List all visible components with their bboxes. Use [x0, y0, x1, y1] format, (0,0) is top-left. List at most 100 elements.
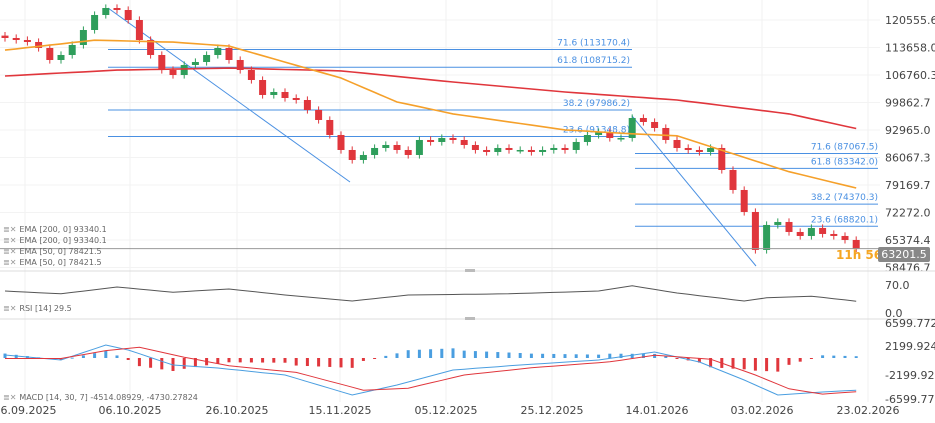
pane-resize-handle[interactable] — [465, 269, 475, 272]
candle-body — [639, 117, 647, 122]
price-tick: 120555.6 — [885, 14, 935, 27]
legend-ema50[interactable]: ≣✕ EMA [50, 0] 78421.5 — [3, 247, 102, 256]
date-tick: 03.02.2026 — [731, 404, 794, 417]
macd-histogram-bar — [641, 353, 645, 358]
menu-icon[interactable]: ≣✕ — [3, 236, 17, 245]
candle-body — [595, 131, 603, 135]
candle-body — [35, 41, 43, 48]
candle-body — [102, 8, 110, 15]
date-tick: 15.11.2025 — [309, 404, 372, 417]
macd-histogram-bar — [854, 356, 858, 358]
candle-body — [561, 147, 569, 150]
candle-body — [270, 91, 278, 95]
macd-histogram-bar — [429, 349, 433, 358]
candle-body — [371, 147, 379, 155]
macd-histogram-bar — [787, 358, 791, 365]
price-tick: 92965.0 — [885, 124, 931, 137]
candle-body — [662, 127, 670, 140]
macd-histogram-bar — [272, 358, 276, 363]
pane-resize-handle[interactable] — [465, 317, 475, 320]
candle-body — [247, 69, 255, 80]
candle-body — [796, 231, 804, 236]
macd-histogram-bar — [597, 354, 601, 358]
candle-body — [572, 141, 580, 150]
macd-histogram-bar — [317, 358, 321, 367]
macd-histogram-bar — [440, 348, 444, 358]
current-price-tag: 63201.5 — [878, 247, 930, 262]
candle-body — [628, 117, 636, 138]
date-tick: 16.09.2025 — [0, 404, 56, 417]
candle-body — [404, 149, 412, 155]
macd-histogram-bar — [518, 352, 522, 358]
candle-body — [819, 227, 827, 234]
macd-histogram-bar — [585, 354, 589, 358]
candle-body — [46, 47, 54, 60]
fib-level-label: 38.2 (97986.2) — [563, 99, 630, 109]
candle-body — [147, 39, 155, 55]
candle-body — [225, 47, 233, 60]
menu-icon[interactable]: ≣✕ — [3, 258, 17, 267]
candle-body — [169, 69, 177, 75]
macd-histogram-bar — [93, 353, 97, 358]
fib-level-label: 61.8 (108715.2) — [557, 56, 630, 66]
macd-histogram-bar — [496, 352, 500, 358]
candle-body — [729, 169, 737, 190]
candle-body — [68, 44, 76, 55]
macd-histogram-bar — [193, 358, 197, 368]
macd-line — [4, 344, 857, 396]
price-tick: 58476.7 — [885, 262, 931, 275]
macd-histogram-bar — [395, 353, 399, 358]
legend-rsi[interactable]: ≣✕ RSI [14] 29.5 — [3, 304, 72, 313]
candle-body — [203, 54, 211, 62]
macd-histogram-bar — [182, 358, 186, 369]
menu-icon[interactable]: ≣✕ — [3, 304, 17, 313]
candle-body — [259, 79, 267, 95]
macd-tick: 6599.772 — [885, 317, 935, 330]
candle-body — [651, 121, 659, 128]
candle-body — [1, 35, 9, 38]
macd-histogram-bar — [765, 358, 769, 372]
candle-body — [113, 8, 121, 10]
trend-line — [631, 115, 757, 267]
macd-histogram-bar — [81, 355, 85, 358]
candle-body — [617, 137, 625, 140]
macd-histogram-bar — [664, 356, 668, 358]
legend-ema200-2[interactable]: ≣✕ EMA [200, 0] 93340.1 — [3, 236, 107, 245]
macd-histogram-bar — [283, 358, 287, 363]
legend-ema200[interactable]: ≣✕ EMA [200, 0] 93340.1 — [3, 225, 107, 234]
macd-histogram-bar — [608, 353, 612, 358]
candle-body — [841, 235, 849, 240]
trend-line — [107, 7, 351, 183]
candle-body — [382, 144, 390, 148]
price-tick: 72272.0 — [885, 207, 931, 220]
date-tick: 23.02.2026 — [837, 404, 900, 417]
candle-body — [91, 14, 99, 30]
menu-icon[interactable]: ≣✕ — [3, 393, 17, 402]
macd-histogram-bar — [731, 358, 735, 369]
price-tick: 113658.0 — [885, 42, 935, 55]
macd-histogram-bar — [462, 350, 466, 358]
candle-body — [483, 149, 491, 152]
menu-icon[interactable]: ≣✕ — [3, 247, 17, 256]
macd-histogram-bar — [630, 353, 634, 358]
candle-body — [852, 239, 860, 249]
legend-ema50-2[interactable]: ≣✕ EMA [50, 0] 78421.5 — [3, 258, 102, 267]
candle-body — [830, 233, 838, 236]
price-tick: 99862.7 — [885, 97, 931, 110]
ema200-line — [4, 67, 857, 130]
macd-histogram-bar — [339, 358, 343, 368]
macd-histogram-bar — [843, 355, 847, 358]
signal-line — [5, 346, 857, 395]
candle-body — [785, 221, 793, 232]
candle-body — [348, 149, 356, 160]
candle-body — [415, 139, 423, 155]
candle-body — [550, 147, 558, 150]
menu-icon[interactable]: ≣✕ — [3, 225, 17, 234]
macd-histogram-bar — [832, 355, 836, 358]
price-tick: 65374.4 — [885, 234, 931, 247]
candle-body — [707, 147, 715, 152]
legend-macd[interactable]: ≣✕ MACD [14, 30, 7] -4514.08929, -4730.27… — [3, 393, 198, 402]
macd-histogram-bar — [104, 350, 108, 358]
price-tick: 86067.3 — [885, 152, 931, 165]
